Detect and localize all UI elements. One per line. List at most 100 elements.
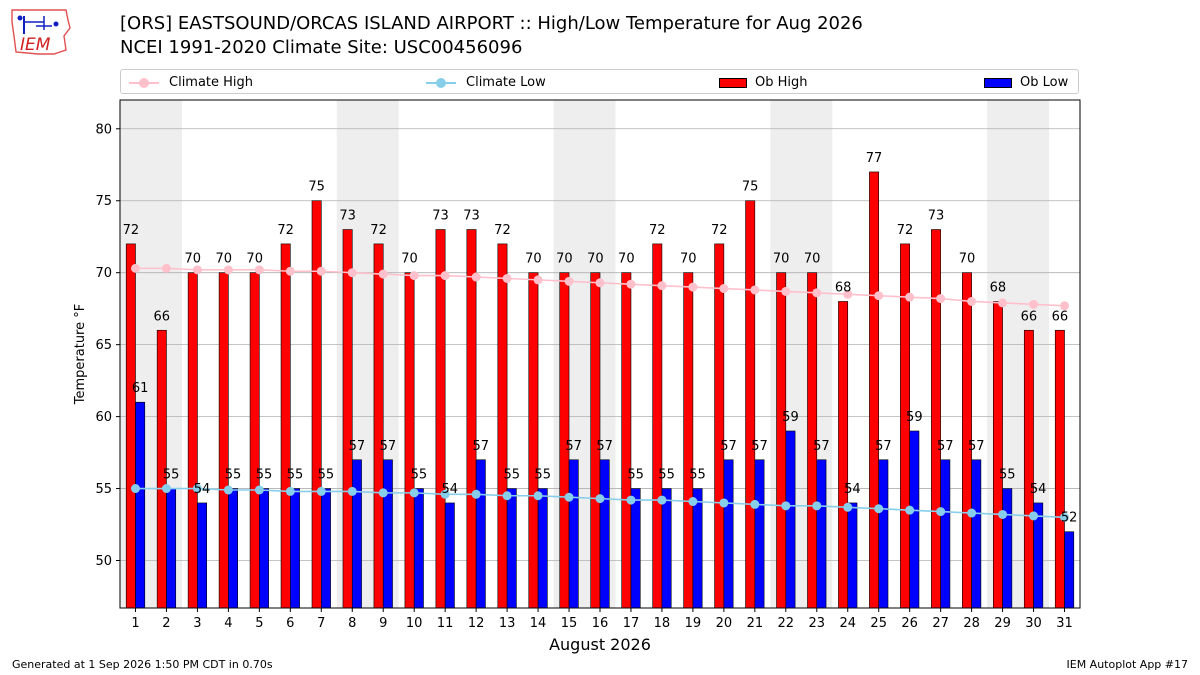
climate-high-swatch — [129, 77, 159, 88]
climate-low-point — [1060, 512, 1070, 522]
ob-low-bar — [630, 488, 641, 609]
ob-high-label: 70 — [215, 252, 232, 267]
ob-high-bar — [992, 301, 1003, 609]
ob-low-label: 55 — [534, 468, 551, 483]
ob-high-bar — [869, 171, 880, 609]
climate-low-point — [750, 499, 760, 509]
ob-high-label: 72 — [897, 223, 914, 238]
x-tick-label: 16 — [592, 616, 609, 631]
x-tick-label: 26 — [901, 616, 918, 631]
ob-low-bar — [166, 488, 177, 609]
ob-high-bar — [342, 229, 353, 609]
climate-low-point — [905, 505, 915, 515]
y-tick-label: 80 — [95, 122, 112, 137]
legend-climate-high: Climate High — [129, 70, 253, 95]
ob-high-label: 66 — [1021, 309, 1038, 324]
ob-low-bar — [382, 459, 393, 609]
climate-high-point — [533, 275, 543, 285]
ob-low-label: 57 — [596, 439, 613, 454]
climate-low-point — [936, 507, 946, 517]
ob-high-label: 72 — [277, 223, 294, 238]
climate-high-point — [316, 266, 326, 276]
ob-low-bar — [847, 502, 858, 609]
legend-climate-high-label: Climate High — [169, 75, 254, 90]
ob-high-label: 68 — [990, 280, 1007, 295]
ob-low-label: 59 — [906, 410, 923, 425]
x-tick-label: 25 — [870, 616, 887, 631]
climate-high-point — [347, 268, 357, 278]
ob-high-label: 72 — [123, 223, 140, 238]
logo-text: IEM — [20, 35, 51, 55]
ob-high-label: 70 — [804, 252, 821, 267]
y-tick-label: 50 — [95, 554, 112, 569]
x-tick-label: 9 — [379, 616, 387, 631]
ob-high-label: 70 — [959, 252, 976, 267]
ob-low-label: 61 — [132, 381, 149, 396]
ob-low-bar — [661, 488, 672, 609]
climate-low-point — [285, 486, 295, 496]
ob-high-bar — [280, 243, 291, 609]
ob-low-label: 55 — [318, 468, 335, 483]
climate-high-point — [750, 285, 760, 295]
ob-low-label: 59 — [782, 410, 799, 425]
climate-high-point — [471, 272, 481, 282]
x-tick-label: 4 — [224, 616, 232, 631]
ob-low-bar — [940, 459, 951, 609]
x-tick-label: 10 — [406, 616, 423, 631]
ob-high-label: 73 — [928, 209, 945, 224]
x-tick-label: 20 — [716, 616, 733, 631]
ob-low-bar — [351, 459, 362, 609]
x-tick-label: 18 — [654, 616, 671, 631]
ob-low-bar — [259, 488, 269, 609]
climate-low-point — [440, 489, 450, 499]
ob-low-bar — [909, 430, 920, 609]
ob-low-bar — [506, 488, 517, 609]
legend-climate-low: Climate Low — [426, 70, 546, 95]
ob-low-bar — [692, 488, 703, 609]
legend-ob-high-label: Ob High — [755, 75, 808, 90]
legend-climate-low-label: Climate Low — [466, 75, 546, 90]
x-tick-label: 28 — [963, 616, 980, 631]
ob-low-label: 57 — [720, 439, 737, 454]
y-tick-label: 70 — [95, 266, 112, 281]
climate-high-point — [936, 294, 946, 304]
ob-low-label: 55 — [689, 468, 706, 483]
ob-low-bar — [754, 459, 765, 609]
x-tick-label: 2 — [162, 616, 170, 631]
ob-low-label: 57 — [751, 439, 768, 454]
ob-low-label: 57 — [875, 439, 892, 454]
ob-low-bar — [197, 502, 208, 609]
ob-high-label: 66 — [1052, 309, 1069, 324]
ob-high-bar — [652, 243, 663, 609]
legend-ob-high: Ob High — [719, 70, 808, 95]
x-tick-label: 19 — [685, 616, 702, 631]
x-tick-label: 1 — [131, 616, 139, 631]
ob-high-bar — [373, 243, 384, 609]
ob-low-label: 55 — [163, 468, 180, 483]
ob-high-bar — [311, 200, 322, 609]
climate-high-point — [502, 273, 512, 283]
climate-low-point — [998, 509, 1008, 519]
climate-low-point — [564, 492, 574, 502]
y-tick-label: 55 — [95, 482, 112, 497]
ob-high-bar — [1054, 329, 1065, 609]
ob-high-label: 73 — [432, 209, 449, 224]
ob-low-swatch — [984, 77, 1012, 88]
climate-high-point — [812, 288, 822, 298]
ob-high-label: 70 — [185, 252, 202, 267]
ob-low-label: 57 — [968, 439, 985, 454]
ob-high-label: 75 — [308, 180, 325, 195]
ob-high-label: 66 — [154, 309, 171, 324]
climate-low-point — [874, 504, 884, 514]
ob-high-bar — [745, 200, 756, 609]
ob-low-bar — [723, 459, 734, 609]
climate-low-point — [192, 484, 202, 494]
climate-low-point — [254, 485, 264, 495]
ob-low-label: 54 — [442, 482, 459, 497]
climate-low-point — [812, 501, 822, 511]
climate-high-point — [440, 271, 450, 281]
ob-high-label: 70 — [525, 252, 542, 267]
ob-high-label: 68 — [835, 280, 852, 295]
ob-high-bar — [125, 243, 136, 609]
